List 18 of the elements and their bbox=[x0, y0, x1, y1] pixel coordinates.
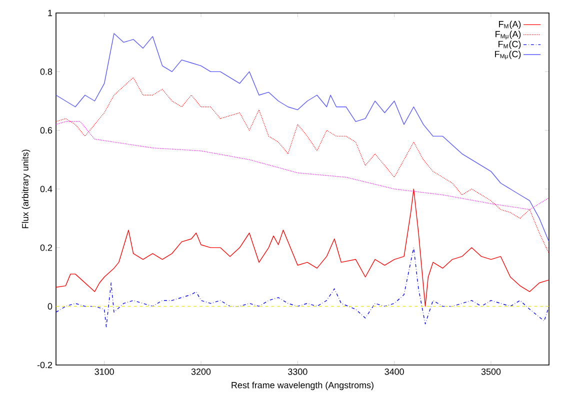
x-tick-label: 3300 bbox=[288, 368, 308, 375]
y-tick-label: 0.4 bbox=[40, 186, 52, 192]
legend-label: F$_{Mμ}$(A) bbox=[496, 30, 521, 40]
x-tick-label: 3200 bbox=[191, 368, 211, 375]
y-tick-label: 0.8 bbox=[40, 68, 52, 75]
y-tick-label: 0.2 bbox=[40, 244, 52, 251]
y-axis-title: Flux (arbitrary units) bbox=[22, 150, 30, 228]
y-tick-label: -0.2 bbox=[37, 362, 52, 368]
x-tick-label: 3400 bbox=[384, 368, 404, 375]
legend-label: F$_{M}$(C) bbox=[498, 40, 521, 50]
legend-label: F$_{M}$(A) bbox=[499, 20, 521, 30]
x-tick-label: 3500 bbox=[481, 368, 501, 375]
y-tick-label: 1 bbox=[48, 10, 52, 16]
legend-label: F$_{Mμ}$(C) bbox=[495, 50, 521, 60]
x-tick-label: 3100 bbox=[94, 368, 114, 375]
x-axis-title: Rest frame wavelength (Angstroms) bbox=[232, 382, 374, 390]
y-tick-label: 0 bbox=[48, 303, 52, 310]
y-tick-label: 0.6 bbox=[40, 127, 52, 134]
